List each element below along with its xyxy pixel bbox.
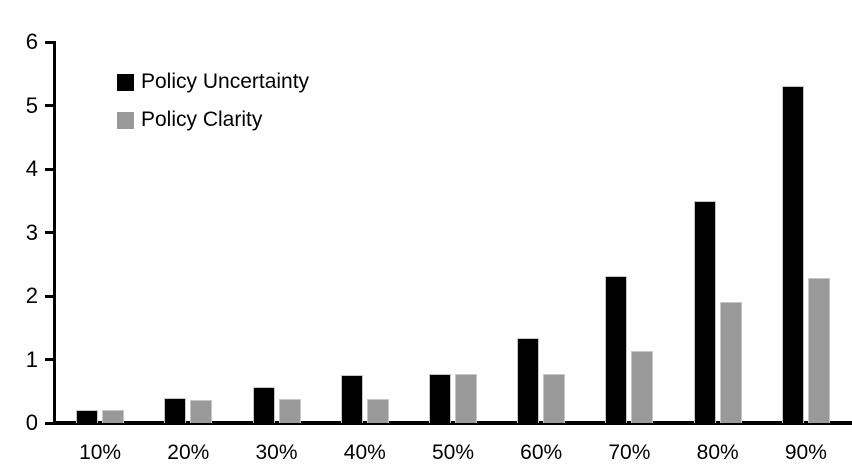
y-axis-tick-2 (45, 294, 55, 298)
x-axis-line (53, 421, 852, 425)
y-axis-label-6: 6 (25, 29, 38, 54)
bar-policy-uncertainty-80% (693, 200, 716, 424)
x-axis-label-90%: 90% (784, 441, 827, 464)
x-axis-label-40%: 40% (343, 441, 386, 464)
bar-policy-clarity-70% (631, 350, 654, 423)
bar-policy-clarity-50% (455, 373, 477, 423)
y-axis-tick-0 (45, 421, 55, 425)
bar-policy-uncertainty-30% (252, 387, 275, 423)
bar-policy-uncertainty-70% (605, 276, 628, 423)
legend-label-policy-clarity: Policy Clarity (141, 108, 263, 131)
y-axis-label-4: 4 (25, 156, 38, 181)
bar-policy-clarity-90% (807, 277, 830, 423)
bar-policy-uncertainty-40% (340, 374, 363, 423)
bar-policy-uncertainty-10% (76, 410, 99, 423)
y-axis-label-3: 3 (25, 219, 38, 245)
bar-policy-clarity-20% (190, 399, 213, 423)
legend-swatch-policy-clarity-icon (117, 111, 134, 129)
bar-policy-uncertainty-60% (517, 337, 540, 423)
x-axis-label-60%: 60% (520, 441, 563, 464)
y-axis-tick-1 (45, 358, 55, 361)
x-axis-label-30%: 30% (255, 441, 298, 464)
bar-policy-clarity-10% (102, 410, 125, 423)
bar-policy-clarity-30% (278, 398, 301, 423)
y-axis-tick-6 (45, 40, 55, 44)
bar-policy-clarity-60% (543, 373, 566, 423)
y-axis-label-2: 2 (25, 283, 38, 308)
legend-item-policy-uncertainty: Policy Uncertainty (117, 70, 309, 94)
legend-label-policy-uncertainty: Policy Uncertainty (141, 70, 310, 93)
bar-policy-clarity-80% (719, 302, 742, 423)
x-axis-label-70%: 70% (608, 441, 651, 464)
y-axis-tick-4 (45, 167, 55, 171)
legend-item-policy-clarity: Policy Clarity (117, 108, 309, 132)
x-axis-label-80%: 80% (696, 441, 739, 464)
y-axis-label-1: 1 (25, 346, 38, 372)
bar-policy-clarity-40% (366, 398, 389, 423)
x-axis-label-10%: 10% (79, 441, 122, 464)
bar-policy-uncertainty-20% (164, 397, 187, 423)
legend: Policy Uncertainty Policy Clarity (117, 70, 309, 132)
y-axis-label-5: 5 (25, 92, 38, 118)
legend-swatch-policy-uncertainty-icon (117, 73, 134, 91)
x-axis-label-50%: 50% (431, 441, 474, 464)
y-axis-tick-3 (45, 231, 55, 234)
y-axis-label-0: 0 (25, 410, 38, 435)
bar-policy-uncertainty-90% (781, 85, 804, 423)
y-axis-tick-5 (45, 104, 55, 107)
x-axis-label-20%: 20% (167, 441, 210, 464)
bar-policy-uncertainty-50% (429, 373, 451, 423)
